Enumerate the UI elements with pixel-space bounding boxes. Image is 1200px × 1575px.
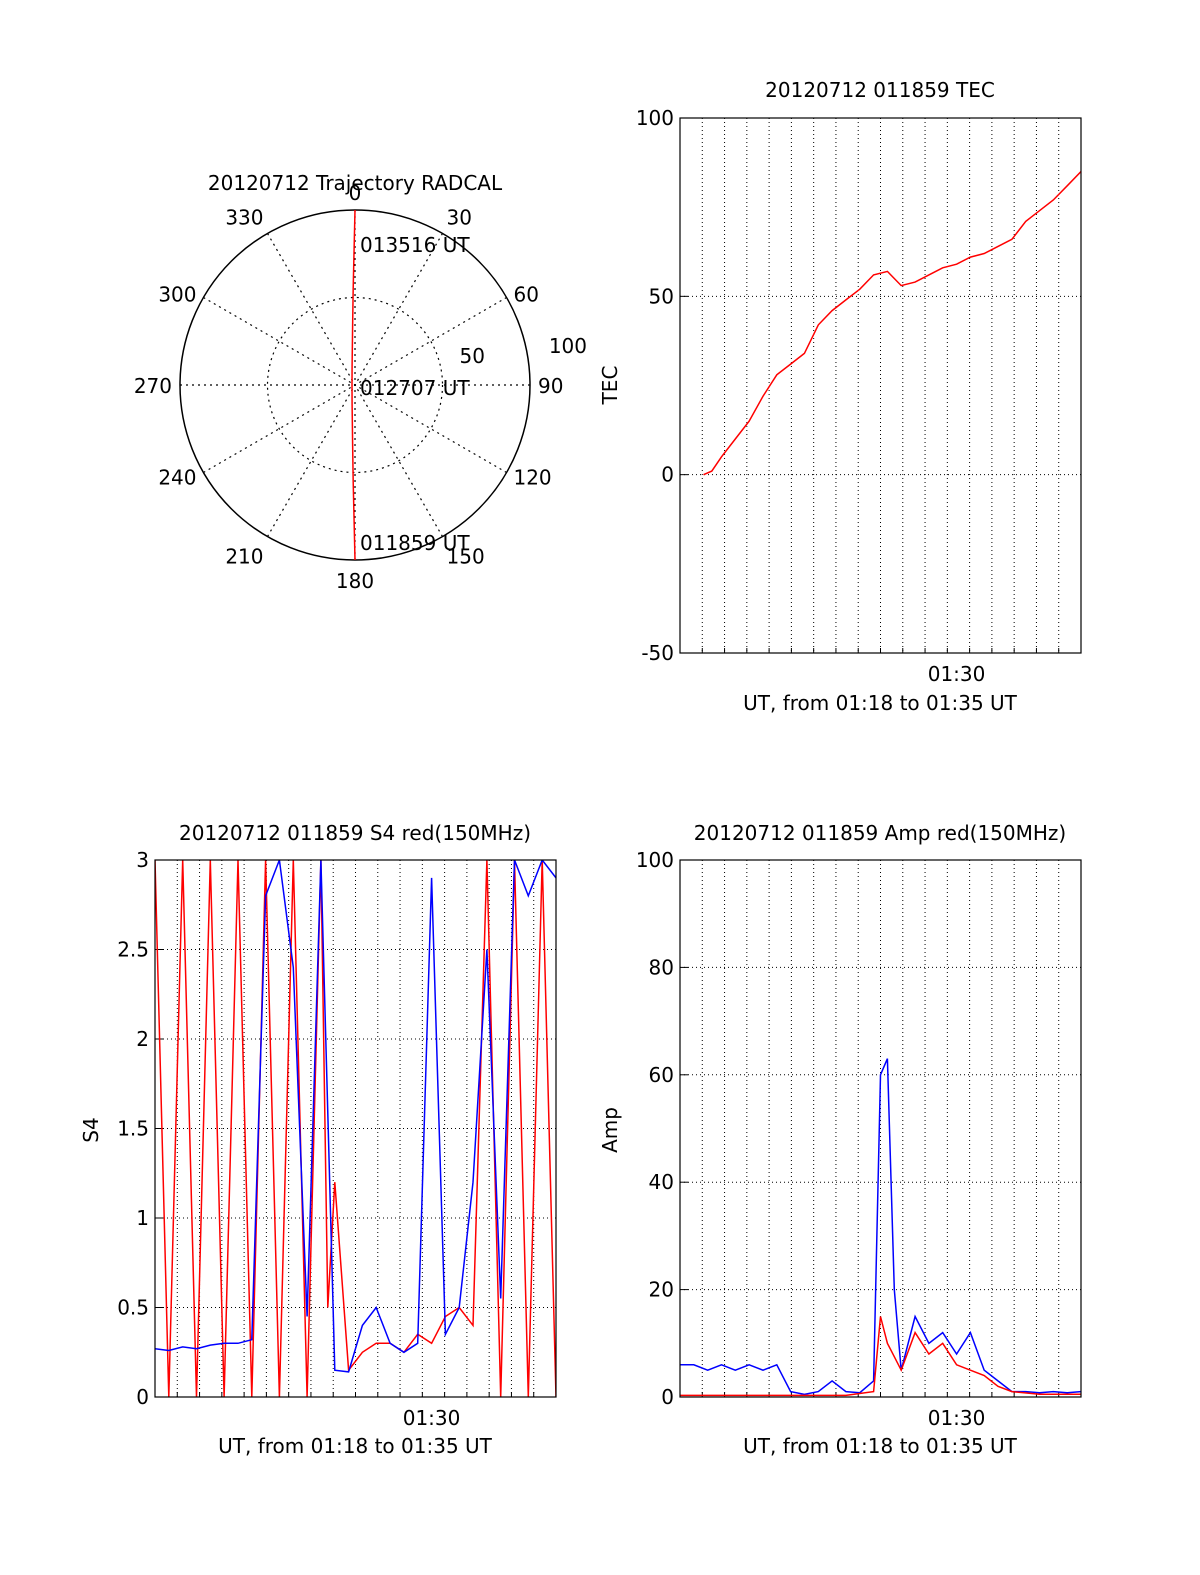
s4-ytick-label: 0 (136, 1385, 149, 1409)
s4-xtick-label: 01:30 (403, 1406, 461, 1430)
amp-ytick-label: 20 (649, 1278, 674, 1302)
tec-chart-title: 20120712 011859 TEC (765, 78, 995, 102)
s4-chart-title: 20120712 011859 S4 red(150MHz) (179, 821, 531, 845)
amp-plot-frame (679, 859, 1082, 1398)
polar-trajectory-chart: 20120712 Trajectory RADCAL 0 30 60 90 120 150… (134, 171, 587, 593)
tec-series-line-0 (703, 170, 1081, 476)
s4-y-axis-label: S4 (79, 1117, 103, 1142)
tec-chart: 20120712 011859 TEC TEC UT, from 01:18 t… (598, 78, 1082, 715)
amp-ytick-label: 80 (649, 955, 674, 979)
s4-ytick-label: 0.5 (117, 1296, 149, 1320)
polar-point-label: 013516 UT (360, 233, 470, 257)
polar-angle-label: 90 (538, 374, 563, 398)
polar-angle-label: 270 (134, 374, 172, 398)
amp-x-axis-label: UT, from 01:18 to 01:35 UT (743, 1434, 1018, 1458)
tec-ytick-label: 100 (636, 106, 674, 130)
polar-angle-label: 330 (225, 206, 263, 230)
polar-angle-label: 0 (349, 181, 362, 205)
amp-ytick-label: 0 (661, 1385, 674, 1409)
polar-angle-label: 150 (447, 544, 485, 568)
polar-point-label: 012707 UT (360, 376, 470, 400)
polar-angle-label: 300 (158, 283, 196, 307)
amp-ytick-label: 100 (636, 848, 674, 872)
s4-series-line-1 (155, 860, 556, 1373)
s4-x-axis-label: UT, from 01:18 to 01:35 UT (218, 1434, 493, 1458)
amp-chart: 20120712 011859 Amp red(150MHz) Amp UT, … (598, 821, 1082, 1458)
s4-ytick-label: 3 (136, 848, 149, 872)
s4-chart: 20120712 011859 S4 red(150MHz) S4 UT, fr… (79, 821, 557, 1458)
polar-radius-label: 50 (460, 344, 485, 368)
s4-ytick-label: 1.5 (117, 1117, 149, 1141)
polar-angle-label: 120 (513, 466, 551, 490)
polar-point-label: 011859 UT (360, 531, 470, 555)
polar-angle-label: 180 (336, 569, 374, 593)
polar-grid-ring (266, 296, 444, 474)
polar-chart-title: 20120712 Trajectory RADCAL (208, 171, 503, 195)
polar-angle-label: 30 (447, 206, 472, 230)
polar-angle-label: 240 (158, 466, 196, 490)
tec-ytick-label: 0 (661, 463, 674, 487)
amp-ytick-label: 60 (649, 1063, 674, 1087)
polar-spoke (266, 233, 444, 537)
tec-y-axis-label: TEC (598, 366, 622, 406)
polar-trajectory-line (351, 209, 356, 561)
s4-ytick-label: 2.5 (117, 938, 149, 962)
polar-radius-label: 100 (549, 334, 587, 358)
amp-y-axis-label: Amp (598, 1107, 622, 1153)
tec-ytick-label: 50 (649, 284, 674, 308)
amp-series-line-0 (680, 1058, 1081, 1396)
tec-xtick-label: 01:30 (928, 662, 986, 686)
s4-ytick-label: 2 (136, 1027, 149, 1051)
s4-ytick-label: 1 (136, 1206, 149, 1230)
polar-angle-label: 210 (225, 544, 263, 568)
amp-xtick-label: 01:30 (928, 1406, 986, 1430)
tec-plot-frame (679, 117, 1082, 654)
polar-angle-label: 60 (513, 283, 538, 307)
amp-ytick-label: 40 (649, 1170, 674, 1194)
amp-series-line-1 (680, 1316, 1081, 1397)
s4-plot-frame (154, 859, 557, 1398)
amp-chart-title: 20120712 011859 Amp red(150MHz) (694, 821, 1066, 845)
tec-ytick-label: -50 (641, 641, 674, 665)
tec-x-axis-label: UT, from 01:18 to 01:35 UT (743, 691, 1018, 715)
